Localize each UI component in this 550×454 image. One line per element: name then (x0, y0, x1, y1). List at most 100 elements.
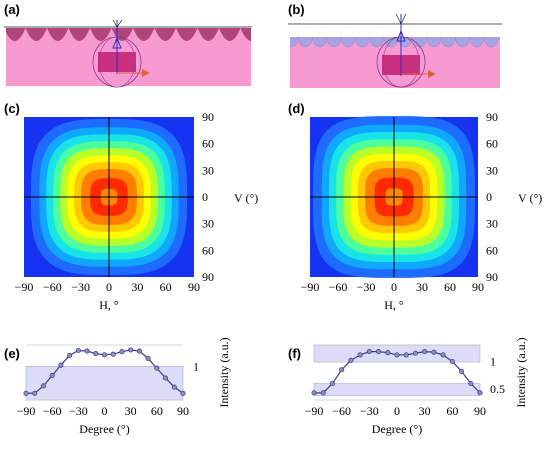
data-point (93, 351, 99, 357)
x-axis-label: Degree (°) (79, 422, 129, 436)
panel-e-label: (e) (4, 346, 20, 361)
lens-element (290, 37, 299, 48)
data-point (366, 349, 372, 355)
panel-f-label: (f) (288, 346, 301, 361)
x-tick-label: 0 (394, 404, 400, 418)
y-tick-label: 30 (202, 163, 214, 177)
x-tick-label: 0 (106, 280, 112, 294)
data-point (431, 349, 437, 355)
lens-element (25, 28, 47, 41)
data-point (49, 373, 55, 379)
data-point (32, 390, 38, 396)
x-tick-label: −30 (360, 404, 379, 418)
y-tick-label: 60 (486, 137, 498, 151)
y-tick-label: 0 (202, 190, 208, 204)
y-axis-label: V (°) (518, 191, 542, 205)
reference-band (313, 383, 481, 396)
panel-d-label: (d) (288, 101, 305, 116)
lens-element (219, 28, 241, 41)
x-tick-label: 60 (160, 280, 172, 294)
x-tick-label: −30 (71, 280, 90, 294)
x-tick-label: −90 (17, 404, 36, 418)
data-point (440, 352, 446, 358)
data-point (58, 362, 64, 368)
lens-element (297, 37, 313, 48)
data-point (394, 352, 400, 358)
x-tick-label: −30 (357, 280, 376, 294)
panel-c-label: (c) (4, 101, 20, 116)
x-axis-label: H, ° (99, 298, 119, 312)
y-tick-label: 1 (490, 355, 496, 369)
data-point (101, 352, 108, 358)
y-axis-label: Intensity (a.u.) (217, 337, 231, 407)
lens-element (483, 37, 499, 48)
y-tick-label: 1 (193, 359, 199, 373)
data-point (449, 358, 455, 365)
panel-a-label: (a) (4, 2, 20, 17)
panel-b: (b) (288, 2, 502, 88)
lens-element (340, 37, 356, 48)
data-point (311, 390, 317, 396)
panel-a-x-arrow (142, 69, 150, 77)
y-tick-label: 0.5 (490, 382, 505, 396)
data-point (119, 349, 125, 355)
y-tick-label: 90 (202, 270, 214, 284)
data-point (110, 351, 116, 357)
x-axis-label: H, ° (384, 298, 404, 312)
panel-b-ray-left (395, 13, 402, 25)
data-point (320, 390, 326, 396)
panel-a-z-arrow (112, 36, 122, 49)
x-tick-label: 30 (131, 280, 143, 294)
data-point (154, 365, 160, 371)
data-point (84, 348, 90, 354)
data-point (171, 384, 177, 390)
panel-f-line-chart: −90 −60 −30 0 30 60 90 1 0.5 Degree (°) Intensity … (305, 337, 528, 436)
lens-element (240, 28, 251, 41)
x-tick-label: 60 (444, 280, 456, 294)
data-point (67, 352, 73, 358)
data-point (163, 375, 169, 381)
panel-e: (e) −90 −60 −30 0 30 60 90 1 Degree (°) Intensity… (4, 337, 231, 436)
data-point (136, 348, 142, 354)
x-tick-label: 30 (125, 404, 137, 418)
x-tick-label: −90 (305, 404, 324, 418)
data-point (348, 357, 354, 363)
y-tick-label: 60 (202, 243, 214, 257)
x-tick-label: 30 (416, 280, 428, 294)
x-tick-label: −90 (301, 280, 320, 294)
data-point (23, 390, 29, 396)
lens-element (369, 37, 385, 48)
panel-b-emitter-diagram (376, 13, 436, 88)
panel-b-x-arrow (428, 70, 436, 78)
x-tick-label: −60 (332, 404, 351, 418)
lens-element (469, 37, 485, 48)
panel-b-label: (b) (288, 2, 305, 17)
panel-b-z-arrow (396, 29, 406, 42)
x-tick-label: −60 (329, 280, 348, 294)
data-point (477, 390, 483, 396)
lens-element (383, 37, 399, 48)
lens-element (455, 37, 471, 48)
x-tick-label: 90 (474, 404, 486, 418)
y-tick-label: 30 (486, 217, 498, 231)
x-tick-label: 30 (419, 404, 431, 418)
x-tick-label: 90 (472, 280, 484, 294)
x-axis-label: Degree (°) (372, 422, 422, 436)
lens-element (154, 28, 176, 41)
data-point (180, 390, 186, 396)
data-point (357, 352, 363, 358)
x-tick-label: −60 (43, 280, 62, 294)
lens-element (197, 28, 219, 41)
lens-element (90, 28, 112, 41)
lens-element (6, 28, 26, 41)
data-point (339, 367, 345, 373)
y-tick-label: 30 (202, 217, 214, 231)
x-tick-label: −60 (43, 404, 62, 418)
data-point (376, 349, 382, 355)
data-point (329, 380, 335, 387)
y-tick-label: 30 (486, 163, 498, 177)
lens-element (312, 37, 328, 48)
